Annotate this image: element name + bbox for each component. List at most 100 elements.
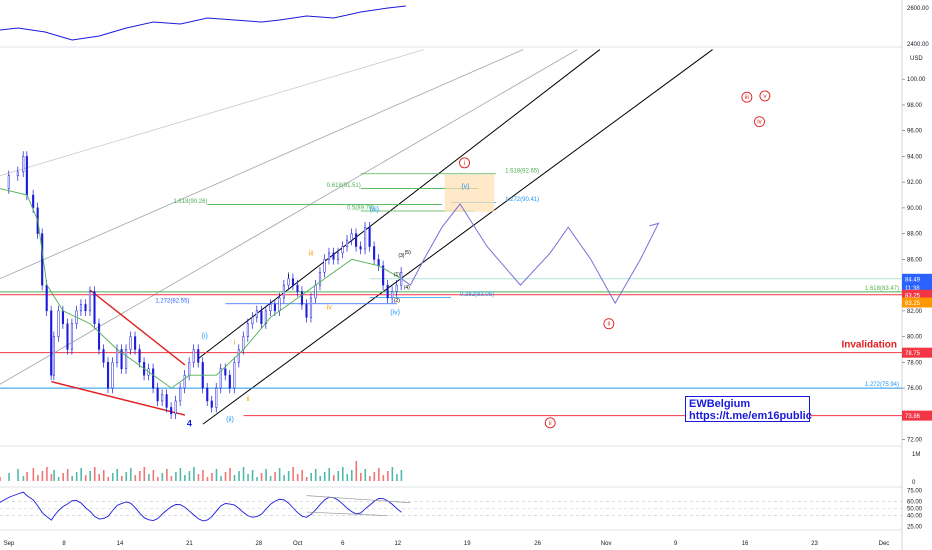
volume-bar [341,467,344,481]
volume-bar [148,474,150,481]
volume-bar [305,477,308,481]
candle-body [300,291,304,305]
candle-body [377,259,380,267]
price-badge [902,410,932,421]
candle-body [66,323,69,350]
candle-body [224,368,227,376]
candle-body [251,317,254,324]
candle-body [25,156,28,196]
volume-bar [346,474,349,481]
candles-group [7,151,403,419]
volume-bar [400,470,403,481]
price-tick-label: 92.00 [907,180,923,186]
candle-body [41,233,44,286]
x-tick-label: 12 [394,541,401,547]
candle-body [138,349,141,363]
candle-body [386,284,389,299]
volume-bar [251,470,254,481]
volume-bar [107,477,110,481]
volume-bar [129,468,132,481]
wave-circle [603,318,615,330]
price-badge-label: 83.25 [905,301,921,307]
candle-body [355,233,358,247]
rsi-tick-label: 25.00 [907,524,923,530]
top-pane-tick-label: 2400.00 [907,42,929,48]
price-tick-label: 100.00 [907,77,926,83]
volume-bar [161,473,164,481]
volume-bar [0,477,1,481]
volume-bar [373,472,376,481]
price-tick-label: 90.00 [907,206,923,212]
price-badge-label: 73.86 [905,414,921,420]
volume-bar [125,472,128,481]
wave-circle [759,90,771,102]
volume-bar [278,468,281,481]
fib-level-label: 1.272(82.55) [155,298,189,304]
volume-bar [215,469,218,481]
channel-line-lower [202,49,713,425]
candle-body [346,239,349,247]
volume-bar [332,475,335,481]
volume-bar [274,472,276,481]
volume-bar [206,477,209,481]
x-tick-label: Oct [293,541,303,547]
volume-tick-label: 1M [912,452,920,458]
x-tick-label: Nov [601,541,612,547]
x-tick-label: 6 [341,541,345,547]
price-badge-label: 78.75 [905,351,921,357]
x-tick-label: 16 [742,541,749,547]
candle-body [179,387,182,402]
candle-body [382,265,385,286]
volume-group [0,461,403,481]
candle-body [323,259,326,273]
x-tick-label: 14 [117,541,124,547]
volume-bar [360,473,362,481]
top-pane-line [0,5,406,41]
candle-body [219,368,222,389]
volume-bar [396,474,398,481]
wave-circle-label: ii [549,421,552,427]
candle-body [45,284,48,312]
volume-bar [265,469,267,481]
volume-bar [143,467,146,481]
volume-bar [75,472,78,481]
candle-body [391,291,394,299]
candle-body [61,310,64,324]
wave-circle-label: iii [745,95,749,101]
price-level-label: 1.618(83.47) [865,286,899,292]
candle-body [215,387,218,408]
volume-bar [233,475,236,481]
volume-bar [80,468,82,481]
candle-body [327,252,331,260]
rsi-tick-label: 60.00 [907,499,923,505]
candle-body [368,226,371,247]
x-tick-label: 9 [674,541,678,547]
candle-body [57,310,60,337]
wave-label: (iii) [370,207,379,214]
volume-bar [193,467,195,481]
price-badge [902,347,932,358]
candle-body [359,246,362,250]
wave-label: ii [246,396,250,403]
volume-bar [224,472,227,481]
volume-bar [197,474,200,481]
volume-bar [247,474,249,481]
candle-body [273,304,276,312]
volume-bar [364,469,367,481]
volume-bar [98,474,101,481]
price-tick-label: 88.00 [907,232,923,238]
price-level-label: 1.272(75.94) [865,382,899,388]
price-axis-unit: USD [910,56,923,62]
volume-bar [283,475,285,481]
candle-body [88,291,92,312]
volume-bar [188,471,191,481]
x-tick-label: Sep [4,541,15,547]
volume-bar [337,471,340,481]
price-tick-label: 72.00 [907,438,923,444]
candle-body [314,284,317,299]
price-tick-label: 96.00 [907,129,923,135]
candle-body [278,297,281,312]
wave-circle [544,417,556,429]
wave-label: (4) [404,285,410,291]
volume-bar [184,475,186,481]
